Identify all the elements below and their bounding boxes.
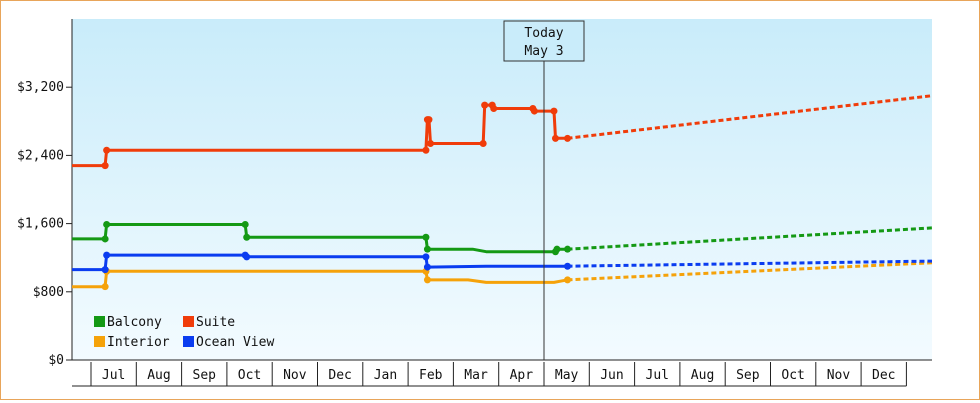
data-point	[564, 262, 572, 270]
x-tick-label: Nov	[827, 368, 851, 383]
legend-swatch-ocean-view	[183, 336, 194, 347]
data-point	[564, 276, 572, 284]
series-suite	[72, 94, 933, 170]
series-line-ocean-view	[72, 253, 568, 272]
y-tick-label: $800	[33, 285, 64, 300]
legend-label-suite: Suite	[196, 315, 235, 330]
plot-background	[72, 19, 932, 360]
data-point	[422, 233, 430, 241]
legend: Balcony Suite Interior Ocean View	[94, 315, 274, 350]
x-tick-label: Dec	[328, 368, 351, 383]
series-layer	[72, 94, 933, 291]
data-point	[479, 139, 487, 147]
data-point	[422, 253, 430, 261]
data-point	[241, 220, 249, 228]
data-point	[553, 245, 561, 253]
x-tick-label: Feb	[419, 368, 443, 383]
data-point	[243, 233, 251, 241]
data-point	[243, 253, 251, 261]
data-point	[426, 139, 434, 147]
data-point	[423, 276, 431, 284]
x-axis: Jul Aug Sep Oct Nov Dec Jan Feb Mar Apr May Jun Jul A…	[72, 359, 932, 387]
x-tick-label: Sep	[193, 368, 217, 383]
legend-swatch-balcony	[94, 316, 105, 327]
series-balcony	[72, 220, 933, 256]
today-box	[503, 20, 585, 62]
data-point	[425, 116, 433, 124]
data-point	[101, 162, 109, 170]
data-point	[490, 105, 498, 113]
series-forecast-ocean-view	[567, 259, 933, 268]
y-tick-label: $1,600	[17, 217, 64, 232]
x-tick-label: Jun	[600, 368, 623, 383]
x-tick-label: Jan	[374, 368, 397, 383]
data-point	[422, 146, 430, 154]
data-point	[103, 251, 111, 259]
legend-label-interior: Interior	[107, 335, 170, 350]
x-tick-label: Aug	[691, 368, 714, 383]
x-tick-label: Nov	[283, 368, 307, 383]
y-tick-label: $3,200	[17, 80, 64, 95]
y-axis: $0 $800 $1,600 $2,400 $3,200	[17, 19, 73, 368]
x-tick-label: Apr	[510, 368, 534, 383]
series-forecast-balcony	[567, 226, 933, 251]
data-point	[564, 134, 572, 142]
data-point	[530, 107, 538, 115]
data-point	[103, 220, 111, 228]
x-tick-label: Jul	[102, 368, 125, 383]
data-point	[550, 107, 558, 115]
series-ocean-view	[72, 251, 933, 274]
data-point	[481, 101, 489, 109]
today-marker: Today May 3	[503, 20, 585, 360]
x-tick-label: Sep	[736, 368, 760, 383]
series-forecast-interior	[567, 261, 933, 282]
data-point	[551, 134, 559, 142]
data-point	[101, 283, 109, 291]
data-point	[564, 245, 572, 253]
legend-swatch-suite	[183, 316, 194, 327]
x-tick-label: Jul	[646, 368, 669, 383]
y-tick-label: $0	[48, 353, 64, 368]
data-point	[101, 266, 109, 274]
today-label: Today	[524, 26, 563, 41]
x-tick-label: Mar	[464, 368, 488, 383]
today-date-label: May 3	[524, 44, 563, 59]
x-tick-label: May	[555, 368, 579, 383]
x-tick-label: Dec	[872, 368, 895, 383]
legend-swatch-interior	[94, 336, 105, 347]
x-tick-label: Aug	[147, 368, 170, 383]
x-tick-label: Oct	[238, 368, 261, 383]
legend-label-balcony: Balcony	[107, 315, 162, 330]
data-point	[101, 235, 109, 243]
data-point	[423, 245, 431, 253]
series-forecast-suite	[567, 94, 933, 140]
x-tick-label: Oct	[781, 368, 804, 383]
data-point	[423, 263, 431, 271]
y-tick-label: $2,400	[17, 148, 64, 163]
data-point	[103, 146, 111, 154]
legend-label-ocean-view: Ocean View	[196, 335, 274, 350]
